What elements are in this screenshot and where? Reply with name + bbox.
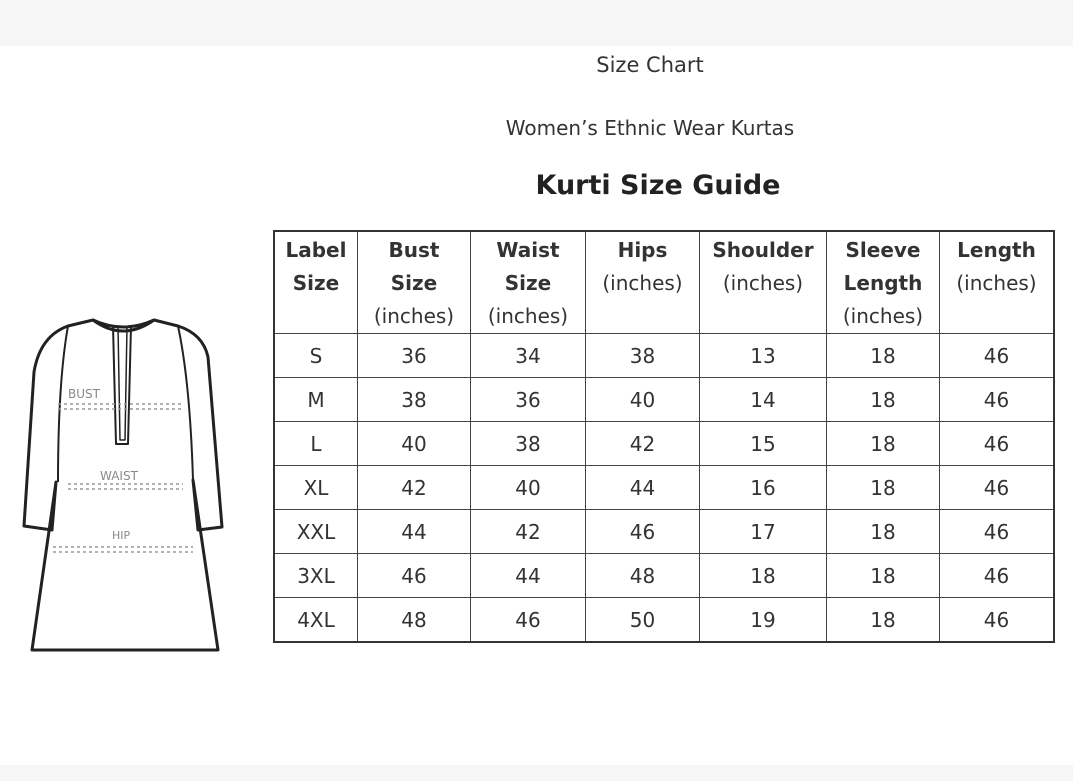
measurement-cell: 46 bbox=[939, 377, 1055, 422]
header-line: Size bbox=[504, 271, 552, 295]
size-label-cell: S bbox=[273, 333, 358, 378]
kurta-illustration: BUST WAIST HIP bbox=[22, 318, 224, 652]
size-label-cell: XXL bbox=[273, 509, 358, 554]
measurement-cell: 18 bbox=[826, 421, 940, 466]
waist-label: WAIST bbox=[100, 469, 139, 483]
header-line: Sleeve bbox=[845, 238, 921, 262]
subtitle: Women’s Ethnic Wear Kurtas bbox=[505, 116, 795, 140]
header-line: (inches) bbox=[956, 271, 1037, 295]
measurement-cell: 46 bbox=[939, 465, 1055, 510]
table-row: XL 42 40 44 16 18 46 bbox=[273, 465, 1055, 510]
measurement-cell: 44 bbox=[470, 553, 586, 598]
measurement-cell: 46 bbox=[939, 509, 1055, 554]
measurement-cell: 34 bbox=[470, 333, 586, 378]
header-line: Shoulder bbox=[712, 238, 814, 262]
table-row: 3XL 46 44 48 18 18 46 bbox=[273, 553, 1055, 598]
measurement-cell: 46 bbox=[470, 597, 586, 643]
column-header: Length (inches) bbox=[939, 230, 1055, 334]
column-header: Shoulder (inches) bbox=[699, 230, 827, 334]
measurement-cell: 38 bbox=[357, 377, 471, 422]
header-line: Size bbox=[292, 271, 340, 295]
measurement-cell: 18 bbox=[826, 377, 940, 422]
measurement-cell: 18 bbox=[826, 597, 940, 643]
measurement-cell: 48 bbox=[585, 553, 700, 598]
measurement-cell: 38 bbox=[470, 421, 586, 466]
size-label-cell: 3XL bbox=[273, 553, 358, 598]
table-row: 4XL 48 46 50 19 18 46 bbox=[273, 597, 1055, 643]
measurement-cell: 42 bbox=[470, 509, 586, 554]
bust-label: BUST bbox=[68, 387, 101, 401]
measurement-cell: 44 bbox=[585, 465, 700, 510]
size-label-cell: L bbox=[273, 421, 358, 466]
measurement-cell: 42 bbox=[357, 465, 471, 510]
header-line: Waist bbox=[496, 238, 560, 262]
measurement-cell: 19 bbox=[699, 597, 827, 643]
measurement-cell: 46 bbox=[939, 553, 1055, 598]
measurement-cell: 42 bbox=[585, 421, 700, 466]
column-header: Sleeve Length (inches) bbox=[826, 230, 940, 334]
measurement-cell: 18 bbox=[699, 553, 827, 598]
table-row: S 36 34 38 13 18 46 bbox=[273, 333, 1055, 378]
header-row: Label Size Bust Size (inches) Waist Size (inche… bbox=[273, 230, 1055, 334]
header-line: (inches) bbox=[487, 304, 569, 328]
measurement-cell: 18 bbox=[826, 465, 940, 510]
table-row: M 38 36 40 14 18 46 bbox=[273, 377, 1055, 422]
header-line: (inches) bbox=[842, 304, 924, 328]
header-line: Label bbox=[285, 238, 347, 262]
measurement-cell: 50 bbox=[585, 597, 700, 643]
measurement-cell: 36 bbox=[357, 333, 471, 378]
measurement-cell: 36 bbox=[470, 377, 586, 422]
size-table: Label Size Bust Size (inches) Waist Size (inche… bbox=[273, 230, 1055, 643]
header-line: (inches) bbox=[722, 271, 804, 295]
measurement-cell: 18 bbox=[826, 333, 940, 378]
table-row: XXL 44 42 46 17 18 46 bbox=[273, 509, 1055, 554]
header-line: Length bbox=[843, 271, 923, 295]
measurement-cell: 15 bbox=[699, 421, 827, 466]
measurement-cell: 13 bbox=[699, 333, 827, 378]
measurement-cell: 46 bbox=[939, 421, 1055, 466]
header-line: Length bbox=[957, 238, 1036, 262]
header-line: (inches) bbox=[602, 271, 683, 295]
header-line: (inches) bbox=[373, 304, 455, 328]
measurement-cell: 48 bbox=[357, 597, 471, 643]
bottom-band bbox=[0, 765, 1073, 781]
measurement-cell: 38 bbox=[585, 333, 700, 378]
measurement-cell: 14 bbox=[699, 377, 827, 422]
measurement-cell: 46 bbox=[585, 509, 700, 554]
measurement-cell: 46 bbox=[939, 333, 1055, 378]
measurement-cell: 40 bbox=[357, 421, 471, 466]
size-label-cell: 4XL bbox=[273, 597, 358, 643]
top-band bbox=[0, 0, 1073, 46]
measurement-cell: 44 bbox=[357, 509, 471, 554]
column-header: Waist Size (inches) bbox=[470, 230, 586, 334]
header-line: Bust bbox=[388, 238, 440, 262]
size-chart-title: Size Chart bbox=[596, 53, 704, 77]
measurement-cell: 18 bbox=[826, 509, 940, 554]
header-line: Size bbox=[390, 271, 438, 295]
measurement-cell: 16 bbox=[699, 465, 827, 510]
column-header: Bust Size (inches) bbox=[357, 230, 471, 334]
column-header: Hips (inches) bbox=[585, 230, 700, 334]
guide-heading: Kurti Size Guide bbox=[535, 170, 781, 201]
measurement-cell: 40 bbox=[585, 377, 700, 422]
measurement-cell: 17 bbox=[699, 509, 827, 554]
measurement-cell: 40 bbox=[470, 465, 586, 510]
table-row: L 40 38 42 15 18 46 bbox=[273, 421, 1055, 466]
size-label-cell: M bbox=[273, 377, 358, 422]
measurement-cell: 46 bbox=[357, 553, 471, 598]
hip-label: HIP bbox=[112, 529, 131, 542]
measurement-cell: 46 bbox=[939, 597, 1055, 643]
column-header: Label Size bbox=[273, 230, 358, 334]
header-line: Hips bbox=[617, 238, 668, 262]
measurement-cell: 18 bbox=[826, 553, 940, 598]
size-label-cell: XL bbox=[273, 465, 358, 510]
